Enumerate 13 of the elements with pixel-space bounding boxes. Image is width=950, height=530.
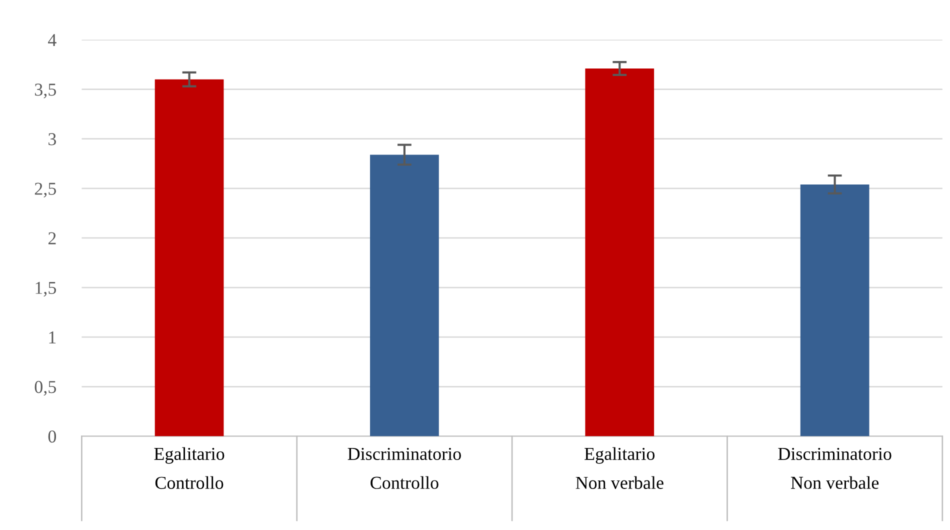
y-tick-label: 2 xyxy=(48,232,56,244)
x-tick-label: Discriminatorio Non verbale xyxy=(778,448,892,489)
y-tick-label: 3,5 xyxy=(34,84,56,98)
y-tick-label: 0,5 xyxy=(34,380,56,396)
y-tick-label: 4 xyxy=(48,34,56,46)
y-tick-label: 0 xyxy=(48,430,56,443)
y-tick-label: 2,5 xyxy=(34,182,56,198)
x-tick-label: Egalitario Controllo xyxy=(154,447,224,489)
x-tick-label: Discriminatorio Controllo xyxy=(348,448,461,489)
y-tick-label: 3 xyxy=(48,133,56,146)
y-tick-label: 1 xyxy=(49,331,56,344)
y-tick-label: 1,5 xyxy=(36,282,56,297)
x-tick-label: Egalitario Non verbale xyxy=(576,447,664,489)
